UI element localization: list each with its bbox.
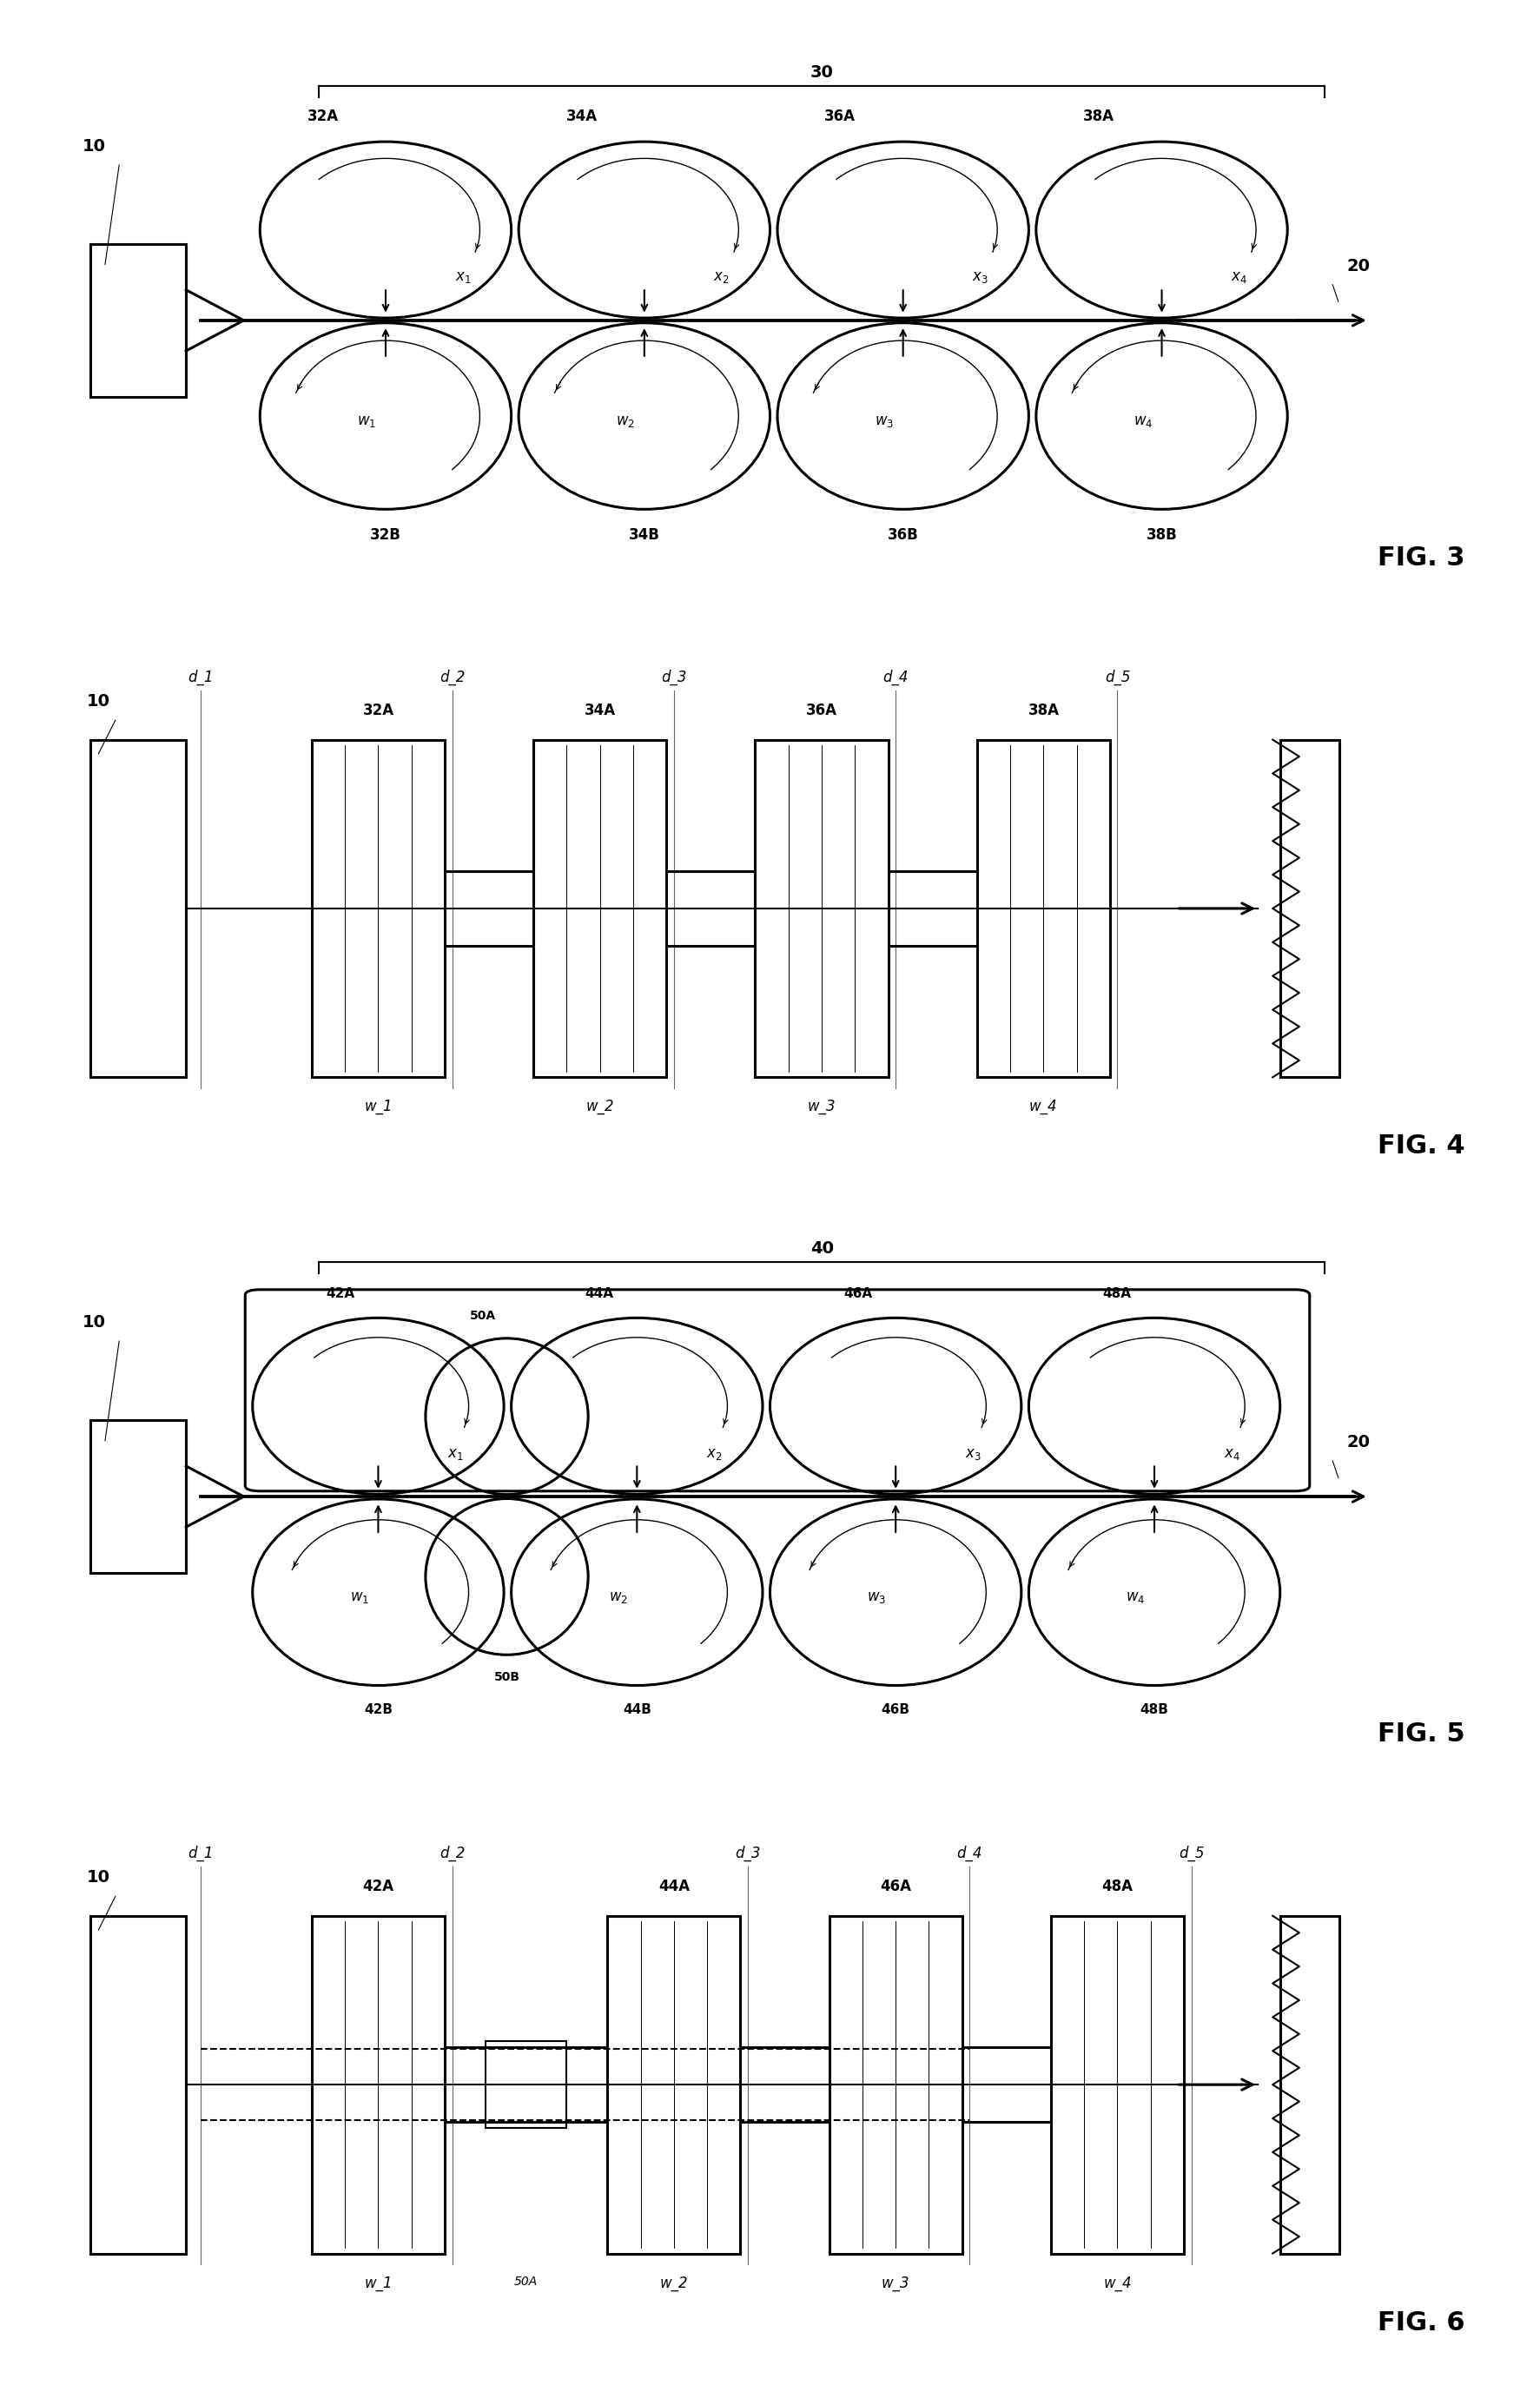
Bar bbox=[607, 1917, 741, 2253]
Text: $w_{4}$: $w_{4}$ bbox=[1126, 1590, 1146, 1604]
Bar bbox=[976, 741, 1110, 1077]
Text: 42A: 42A bbox=[326, 1287, 354, 1301]
Text: FIG. 6: FIG. 6 bbox=[1377, 2309, 1465, 2335]
Text: d_4: d_4 bbox=[956, 1845, 983, 1861]
Text: w_2: w_2 bbox=[585, 1099, 614, 1114]
Text: d_5: d_5 bbox=[1104, 669, 1130, 685]
Text: 44A: 44A bbox=[658, 1878, 690, 1895]
Bar bbox=[485, 2042, 567, 2128]
Text: FIG. 5: FIG. 5 bbox=[1377, 1722, 1465, 1746]
Text: 46A: 46A bbox=[844, 1287, 872, 1301]
Text: $x_{1}$: $x_{1}$ bbox=[447, 1445, 464, 1462]
Text: w_1: w_1 bbox=[363, 1099, 393, 1114]
Text: 46A: 46A bbox=[879, 1878, 912, 1895]
Text: 10: 10 bbox=[83, 137, 106, 154]
Text: w_4: w_4 bbox=[1029, 1099, 1058, 1114]
Text: $x_{2}$: $x_{2}$ bbox=[705, 1445, 722, 1462]
Text: 36A: 36A bbox=[824, 108, 856, 125]
Text: 34A: 34A bbox=[584, 702, 616, 717]
Text: 44B: 44B bbox=[622, 1703, 651, 1717]
Text: 36B: 36B bbox=[887, 527, 918, 544]
Text: d_5: d_5 bbox=[1178, 1845, 1204, 1861]
Text: $x_{4}$: $x_{4}$ bbox=[1230, 269, 1247, 286]
Text: 20: 20 bbox=[1346, 1433, 1371, 1450]
Bar bbox=[755, 741, 889, 1077]
Text: 42A: 42A bbox=[362, 1878, 394, 1895]
Text: 36A: 36A bbox=[805, 702, 838, 717]
Text: 20: 20 bbox=[1346, 257, 1371, 274]
Text: 46B: 46B bbox=[881, 1703, 910, 1717]
Text: 40: 40 bbox=[810, 1241, 833, 1258]
Bar bbox=[829, 1917, 962, 2253]
Text: w_1: w_1 bbox=[363, 2275, 393, 2292]
Text: $w_{2}$: $w_{2}$ bbox=[608, 1590, 628, 1604]
Text: d_3: d_3 bbox=[735, 1845, 761, 1861]
Bar bbox=[311, 1917, 445, 2253]
Text: 48A: 48A bbox=[1101, 1878, 1133, 1895]
Bar bbox=[1050, 1917, 1184, 2253]
Bar bbox=[311, 741, 445, 1077]
Text: 34A: 34A bbox=[565, 108, 598, 125]
Text: $x_{3}$: $x_{3}$ bbox=[964, 1445, 981, 1462]
Text: $w_{3}$: $w_{3}$ bbox=[875, 414, 893, 428]
Text: 48A: 48A bbox=[1103, 1287, 1130, 1301]
Text: w_3: w_3 bbox=[881, 2275, 910, 2292]
Text: d_1: d_1 bbox=[188, 1845, 214, 1861]
Text: 50B: 50B bbox=[494, 1671, 521, 1684]
Text: 10: 10 bbox=[86, 1869, 111, 1886]
Text: 38B: 38B bbox=[1146, 527, 1177, 544]
Text: 50A: 50A bbox=[514, 2275, 537, 2287]
Text: w_4: w_4 bbox=[1103, 2275, 1132, 2292]
Text: 30: 30 bbox=[810, 65, 833, 82]
Text: 32A: 32A bbox=[306, 108, 339, 125]
Bar bbox=[1280, 1917, 1340, 2253]
Bar bbox=[89, 245, 186, 397]
Text: 44A: 44A bbox=[585, 1287, 613, 1301]
Text: 48B: 48B bbox=[1140, 1703, 1169, 1717]
Text: $x_{1}$: $x_{1}$ bbox=[454, 269, 471, 286]
Text: d_2: d_2 bbox=[439, 669, 465, 685]
Bar bbox=[89, 1421, 186, 1573]
Text: $w_{4}$: $w_{4}$ bbox=[1133, 414, 1152, 428]
Text: d_2: d_2 bbox=[439, 1845, 465, 1861]
Text: FIG. 4: FIG. 4 bbox=[1377, 1133, 1465, 1159]
Text: $w_{2}$: $w_{2}$ bbox=[616, 414, 634, 428]
Text: $x_{4}$: $x_{4}$ bbox=[1223, 1445, 1240, 1462]
Text: FIG. 3: FIG. 3 bbox=[1378, 546, 1465, 570]
Bar bbox=[89, 741, 186, 1077]
Text: 32B: 32B bbox=[370, 527, 402, 544]
Text: 50A: 50A bbox=[470, 1311, 496, 1323]
Text: d_4: d_4 bbox=[882, 669, 909, 685]
Text: w_3: w_3 bbox=[807, 1099, 836, 1114]
Bar bbox=[89, 1917, 186, 2253]
Text: 42B: 42B bbox=[363, 1703, 393, 1717]
Text: $x_{2}$: $x_{2}$ bbox=[713, 269, 730, 286]
Text: w_2: w_2 bbox=[659, 2275, 688, 2292]
Text: 10: 10 bbox=[83, 1313, 106, 1330]
Bar bbox=[1280, 741, 1340, 1077]
Text: $w_{3}$: $w_{3}$ bbox=[867, 1590, 887, 1604]
Text: 10: 10 bbox=[86, 693, 111, 709]
Text: 38A: 38A bbox=[1083, 108, 1115, 125]
Text: $w_{1}$: $w_{1}$ bbox=[357, 414, 376, 428]
Text: 34B: 34B bbox=[628, 527, 661, 544]
Text: d_3: d_3 bbox=[661, 669, 687, 685]
Text: 32A: 32A bbox=[362, 702, 394, 717]
Text: d_1: d_1 bbox=[188, 669, 214, 685]
Text: $x_{3}$: $x_{3}$ bbox=[972, 269, 989, 286]
Text: $w_{1}$: $w_{1}$ bbox=[350, 1590, 370, 1604]
Text: 38A: 38A bbox=[1027, 702, 1060, 717]
Bar bbox=[533, 741, 667, 1077]
